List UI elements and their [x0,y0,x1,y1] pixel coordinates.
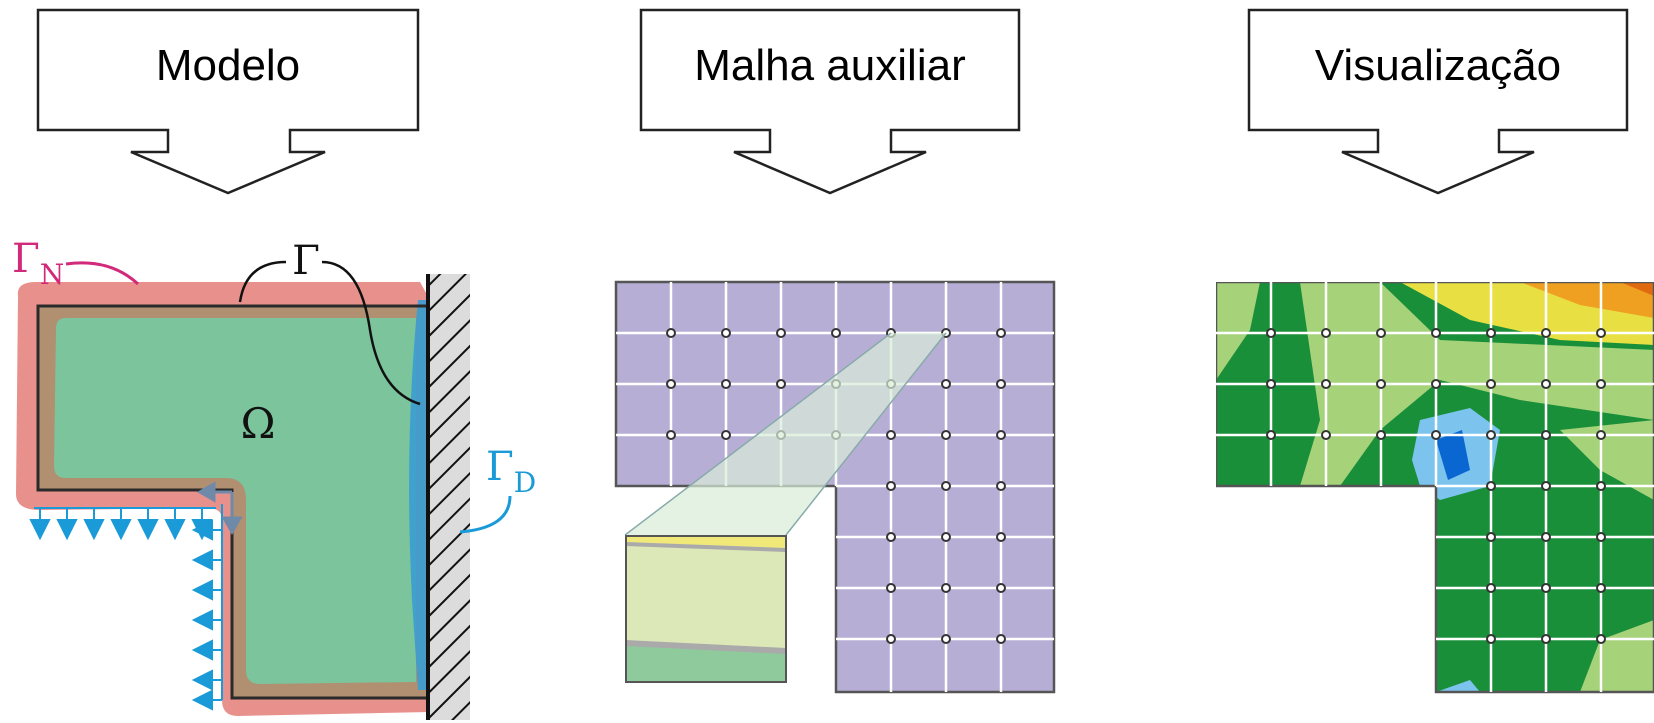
vis-nodes [1266,328,1606,644]
load-arrows-left [191,504,223,711]
gamma-label: Γ [292,238,320,284]
zoom-inset [625,535,787,683]
zoom-projection [625,333,946,535]
callout-malha-auxiliar: Malha auxiliar [639,8,1021,195]
callout-malha-label: Malha auxiliar [694,41,965,90]
callout-visualizacao-label: Visualização [1315,41,1561,90]
callout-modelo-label: Modelo [156,41,300,90]
callout-modelo: Modelo [36,8,420,195]
gamma-d-label: ΓD [486,444,536,499]
auxiliary-mesh [614,280,1056,694]
corner-arrows [196,481,243,536]
domain-omega [54,318,416,684]
gamma-n-label: ΓN [12,236,64,291]
load-arrows-bottom [29,507,216,541]
model-diagram: Γ ΓN ΓD Ω [12,236,536,720]
omega-label: Ω [241,399,276,448]
mesh-nodes [666,328,1006,644]
fixed-wall [428,274,470,720]
callout-visualizacao: Visualização [1247,8,1629,195]
visualization-contour [1216,282,1654,694]
